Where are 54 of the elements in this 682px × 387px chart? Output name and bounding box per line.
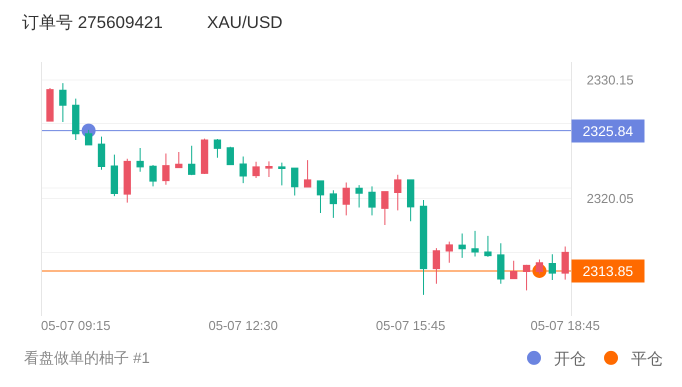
candlestick <box>458 232 466 258</box>
candlestick <box>406 179 414 222</box>
candlestick <box>471 230 479 258</box>
candlestick <box>265 160 273 178</box>
chart-title: 订单号 275609421 <box>22 12 163 32</box>
candlestick <box>562 246 569 280</box>
candlestick <box>497 242 504 284</box>
ref-line-label: 2313.85 <box>582 263 634 279</box>
candlestick <box>316 180 324 214</box>
candlestick <box>252 161 260 178</box>
legend-label: 开仓 <box>554 351 586 368</box>
y-tick-label: 2330.15 <box>586 72 634 88</box>
candlestick <box>240 156 247 184</box>
candlestick <box>278 162 286 186</box>
candlestick <box>84 129 92 146</box>
chart-subtitle: XAU/USD <box>207 13 283 32</box>
candlestick <box>46 87 54 122</box>
candlestick <box>291 168 298 196</box>
candlestick <box>136 148 144 172</box>
candlestick <box>330 190 338 218</box>
candlestick <box>420 200 428 296</box>
candlestick <box>175 152 182 168</box>
candlestick <box>484 235 492 258</box>
ref-line-label: 2325.84 <box>582 123 634 139</box>
candlestick <box>98 136 106 170</box>
y-tick-label: 2320.05 <box>586 190 634 206</box>
candlestick <box>381 191 389 226</box>
x-tick-label: 05-07 12:30 <box>208 318 278 333</box>
candlestick <box>149 164 157 187</box>
candlestick <box>432 248 440 284</box>
candlestick <box>72 98 80 140</box>
candlestick <box>226 146 234 166</box>
candlestick <box>162 153 170 186</box>
candlestick <box>522 264 530 291</box>
text: 看盘做单的柚子 #1 <box>24 350 150 367</box>
candlestick <box>368 186 376 216</box>
candlestick <box>355 184 363 208</box>
candlestick <box>188 145 196 176</box>
candlestick <box>304 160 312 188</box>
x-tick-label: 05-07 18:45 <box>530 318 600 333</box>
candlestick <box>59 82 67 123</box>
x-tick-label: 05-07 09:15 <box>41 318 110 333</box>
candlestick <box>110 154 118 197</box>
candlestick <box>510 260 518 280</box>
candlestick <box>124 158 131 204</box>
candlestick <box>394 174 402 211</box>
legend-label: 平仓 <box>631 351 663 368</box>
x-tick-label: 05-07 15:45 <box>376 318 446 333</box>
candlestick <box>446 241 453 264</box>
candlestick <box>548 254 556 280</box>
candlestick <box>214 138 222 158</box>
candlestick <box>536 258 544 274</box>
candlestick <box>200 138 208 175</box>
candlestick <box>342 182 350 216</box>
